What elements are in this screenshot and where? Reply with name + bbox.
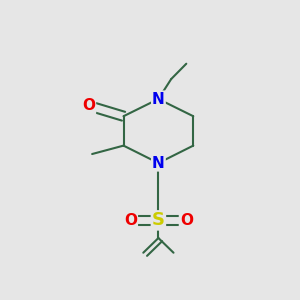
Text: N: N — [152, 155, 165, 170]
Text: O: O — [82, 98, 95, 113]
Text: S: S — [152, 212, 165, 230]
Text: O: O — [124, 213, 137, 228]
Text: O: O — [180, 213, 193, 228]
Text: N: N — [152, 92, 165, 106]
